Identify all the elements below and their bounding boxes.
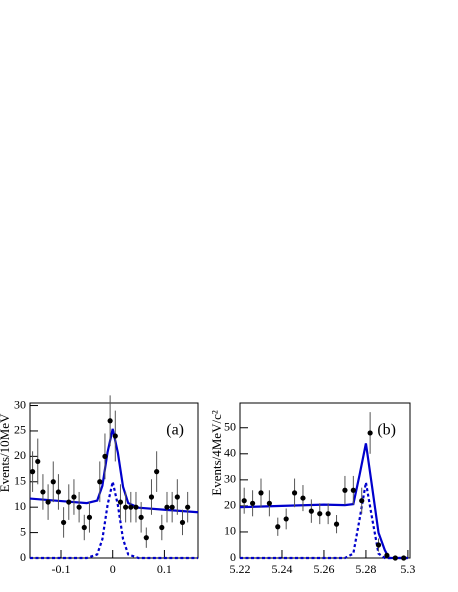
y-tick-label: 30 <box>14 397 26 411</box>
x-tick-label: 5.26 <box>313 562 334 576</box>
data-point <box>143 535 149 541</box>
y-tick-label: 40 <box>224 446 236 460</box>
x-tick-label: 0.1 <box>157 562 172 576</box>
y-tick-label: 20 <box>14 448 26 462</box>
data-point <box>359 498 365 504</box>
data-point <box>128 504 134 510</box>
y-tick-label: 20 <box>224 498 236 512</box>
data-point <box>154 469 160 475</box>
data-point <box>179 519 186 526</box>
data-point <box>50 479 56 485</box>
data-point <box>342 487 348 493</box>
data-point <box>174 494 180 500</box>
y-axis-label: Events/10MeV <box>0 413 12 492</box>
x-tick-label: 5.22 <box>230 562 251 576</box>
x-tick-label: 5.3 <box>400 562 415 576</box>
data-point <box>159 524 165 531</box>
data-point <box>97 479 103 485</box>
x-tick-label: 5.28 <box>355 562 376 576</box>
data-point <box>81 524 87 531</box>
data-point <box>266 500 272 506</box>
panel-label: (b) <box>377 422 396 439</box>
y-tick-label: 0 <box>230 550 236 564</box>
y-tick-label: 30 <box>224 472 236 486</box>
y-tick-label: 10 <box>14 499 26 513</box>
data-point <box>241 498 247 504</box>
data-point <box>291 490 298 496</box>
data-point <box>107 418 113 424</box>
data-point <box>392 555 398 561</box>
data-point <box>300 495 306 501</box>
data-point <box>401 555 407 561</box>
data-point <box>249 500 256 506</box>
panel-label: (a) <box>166 422 184 439</box>
data-point <box>185 504 191 510</box>
data-point <box>148 494 155 500</box>
data-point <box>138 514 144 520</box>
data-point <box>375 542 382 548</box>
data-point <box>169 504 175 510</box>
x-tick-label: 5.24 <box>271 562 292 576</box>
y-tick-label: 0 <box>20 550 26 564</box>
y-tick-label: 25 <box>14 423 26 437</box>
data-point <box>325 511 331 517</box>
data-point <box>164 504 170 510</box>
data-point <box>283 516 289 522</box>
y-tick-label: 5 <box>20 524 26 538</box>
x-tick-label: -0.1 <box>52 562 71 576</box>
data-point <box>384 552 390 558</box>
data-point <box>112 433 118 439</box>
data-point <box>258 490 264 496</box>
data-point <box>333 521 340 527</box>
y-tick-label: 50 <box>224 419 236 433</box>
data-point <box>123 504 129 510</box>
data-point <box>117 499 124 505</box>
data-point <box>71 494 77 500</box>
data-point <box>35 458 41 465</box>
data-point <box>308 508 314 514</box>
data-point <box>61 519 67 526</box>
data-point <box>367 430 373 436</box>
data-point <box>45 499 51 505</box>
fit-curve <box>29 428 199 514</box>
data-point <box>102 453 108 459</box>
y-tick-label: 15 <box>14 474 26 488</box>
y-axis-label: Events/4MeV/c² <box>209 410 224 496</box>
data-point <box>76 504 82 510</box>
data-point <box>133 504 139 510</box>
data-point <box>55 489 62 495</box>
data-point <box>66 499 72 505</box>
plot-frame <box>29 402 199 559</box>
data-point <box>350 487 356 493</box>
data-point <box>275 524 281 530</box>
data-point <box>86 514 93 520</box>
data-point <box>317 511 323 517</box>
y-tick-label: 10 <box>224 524 236 538</box>
fit-curve <box>30 481 198 560</box>
data-point <box>29 469 36 475</box>
x-tick-label: 0 <box>110 562 116 576</box>
data-point <box>40 489 46 495</box>
fit-curve <box>239 443 408 560</box>
